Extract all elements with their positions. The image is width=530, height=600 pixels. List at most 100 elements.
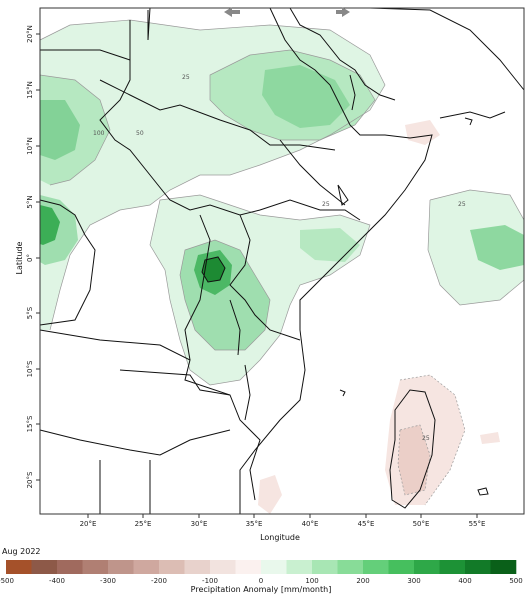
border-chad-sudan bbox=[99, 20, 261, 216]
colorbar-tick-label: 100 bbox=[305, 577, 318, 585]
border-ethiopia-kenya bbox=[279, 139, 346, 206]
contour-50-ethiopia bbox=[209, 49, 376, 141]
lat-axis: 20°N 15°N 10°N 5°N 0° 5°S 10°S 15°S 20°S… bbox=[15, 25, 40, 488]
lon-axis: 20°E 25°E 30°E 35°E 40°E 45°E 50°E 55°E … bbox=[80, 514, 486, 542]
anomaly-region-madagascar-core bbox=[398, 425, 430, 495]
arrow-left-icon[interactable] bbox=[224, 7, 240, 17]
colorbar-swatch bbox=[235, 560, 262, 574]
lon-tick-label: 20°E bbox=[80, 520, 97, 528]
colorbar-swatch bbox=[286, 560, 313, 574]
map-panel: 25 50 100 25 25 25 20°E 25°E 30°E 35°E 4… bbox=[15, 7, 525, 542]
contour-label: 25 bbox=[458, 201, 466, 208]
x-axis-title: Longitude bbox=[260, 533, 300, 542]
colorbar-swatch bbox=[414, 560, 440, 574]
lon-tick-label: 55°E bbox=[469, 520, 486, 528]
border-drc bbox=[184, 214, 211, 361]
contour-label: 25 bbox=[182, 74, 190, 81]
anomaly-region-ocean-core bbox=[470, 225, 524, 270]
lat-tick-label: 10°N bbox=[26, 137, 34, 155]
arrow-right-icon[interactable] bbox=[336, 7, 350, 17]
coastline-east-africa bbox=[239, 7, 433, 514]
coastline-west bbox=[39, 199, 96, 326]
colorbar-swatch bbox=[82, 560, 109, 574]
lon-tick-label: 40°E bbox=[302, 520, 319, 528]
border-south bbox=[39, 329, 261, 501]
colorbar-swatch bbox=[31, 560, 58, 574]
colorbar-swatch bbox=[490, 560, 517, 574]
anomaly-region-ethiopia-core bbox=[262, 65, 350, 128]
colorbar-tick-label: 500 bbox=[509, 577, 522, 585]
border-sudan bbox=[99, 79, 336, 151]
colorbar-swatch bbox=[363, 560, 389, 574]
coastline-arabia-south bbox=[439, 111, 506, 119]
lake-victoria bbox=[201, 256, 226, 283]
anomaly-region-west-core bbox=[40, 100, 80, 160]
contour-label: 25 bbox=[322, 201, 330, 208]
colorbar-tick-label: 300 bbox=[407, 577, 420, 585]
coastline-island bbox=[337, 184, 349, 206]
lat-tick-label: 0° bbox=[26, 254, 34, 262]
lat-tick-label: 15°N bbox=[26, 81, 34, 99]
contour-50-west bbox=[39, 74, 111, 186]
colorbar-tick-label: 0 bbox=[259, 577, 263, 585]
border-zambia bbox=[39, 429, 231, 456]
colorbar bbox=[6, 560, 517, 574]
colorbar-tick-label: -200 bbox=[151, 577, 167, 585]
border-south-sudan-kenya bbox=[259, 199, 361, 221]
lake-tanganyika bbox=[229, 299, 241, 356]
colorbar-tick-label: -500 bbox=[0, 577, 14, 585]
lake-tana bbox=[349, 74, 356, 111]
coastlines-borders bbox=[39, 7, 525, 514]
contour-label: 25 bbox=[422, 435, 430, 442]
contour-neg-core bbox=[397, 424, 431, 496]
colorbar-swatch bbox=[57, 560, 83, 574]
anomaly-region-south bbox=[258, 475, 282, 514]
colorbar-swatch bbox=[133, 560, 160, 574]
contour-50-lakes bbox=[179, 239, 271, 351]
anomaly-region-gabon-core bbox=[40, 205, 60, 245]
lat-tick-label: 15°S bbox=[26, 415, 34, 432]
anomaly-region-mozambique-channel bbox=[480, 432, 500, 444]
contour-25-ocean bbox=[427, 189, 525, 306]
colorbar-tick-label: 200 bbox=[356, 577, 369, 585]
colorbar-swatch bbox=[261, 560, 287, 574]
colorbar-swatch bbox=[439, 560, 466, 574]
contour-25-central bbox=[149, 194, 371, 386]
period-label: Aug 2022 bbox=[2, 547, 41, 556]
island-comoros bbox=[339, 389, 346, 397]
colorbar-tick-label: -300 bbox=[100, 577, 116, 585]
colorbar-swatch bbox=[6, 560, 32, 574]
border-libya-chad bbox=[40, 49, 131, 61]
colorbar-swatch bbox=[184, 560, 211, 574]
border-egypt bbox=[147, 7, 151, 41]
lat-tick-label: 20°N bbox=[26, 25, 34, 43]
colorbar-tick-label: -400 bbox=[49, 577, 65, 585]
anomaly-region-lakes-peak bbox=[202, 257, 225, 282]
contour-neg-madagascar bbox=[399, 374, 466, 506]
border-angola-zambia bbox=[119, 369, 231, 396]
island-mauritius bbox=[477, 487, 489, 496]
lon-tick-label: 25°E bbox=[135, 520, 152, 528]
lat-tick-label: 10°S bbox=[26, 360, 34, 377]
colorbar-tick-label: -100 bbox=[202, 577, 218, 585]
colorbar-swatch bbox=[388, 560, 415, 574]
contour-label: 50 bbox=[136, 130, 144, 137]
colorbar-ticks: -500 -400 -300 -200 -100 0 100 200 300 4… bbox=[0, 577, 523, 594]
contour-label: 100 bbox=[93, 130, 105, 137]
colorbar-swatch bbox=[337, 560, 364, 574]
colorbar-tick-label: 400 bbox=[458, 577, 471, 585]
island-socotra bbox=[464, 117, 473, 126]
lon-tick-label: 30°E bbox=[191, 520, 208, 528]
anomaly-region-kenya bbox=[300, 228, 360, 262]
colorbar-title: Precipitation Anomaly [mm/month] bbox=[191, 585, 332, 594]
lat-tick-label: 20°S bbox=[26, 471, 34, 488]
coastline-red-sea bbox=[289, 7, 396, 101]
map-frame bbox=[39, 7, 525, 515]
border-namibia-botswana bbox=[99, 460, 151, 514]
coastline-madagascar bbox=[389, 389, 436, 509]
contour-lines bbox=[39, 19, 525, 506]
lake-malawi bbox=[244, 364, 251, 421]
colorbar-swatch bbox=[108, 560, 134, 574]
y-axis-title: Latitude bbox=[15, 241, 24, 274]
border-uganda-tanzania bbox=[229, 214, 301, 341]
